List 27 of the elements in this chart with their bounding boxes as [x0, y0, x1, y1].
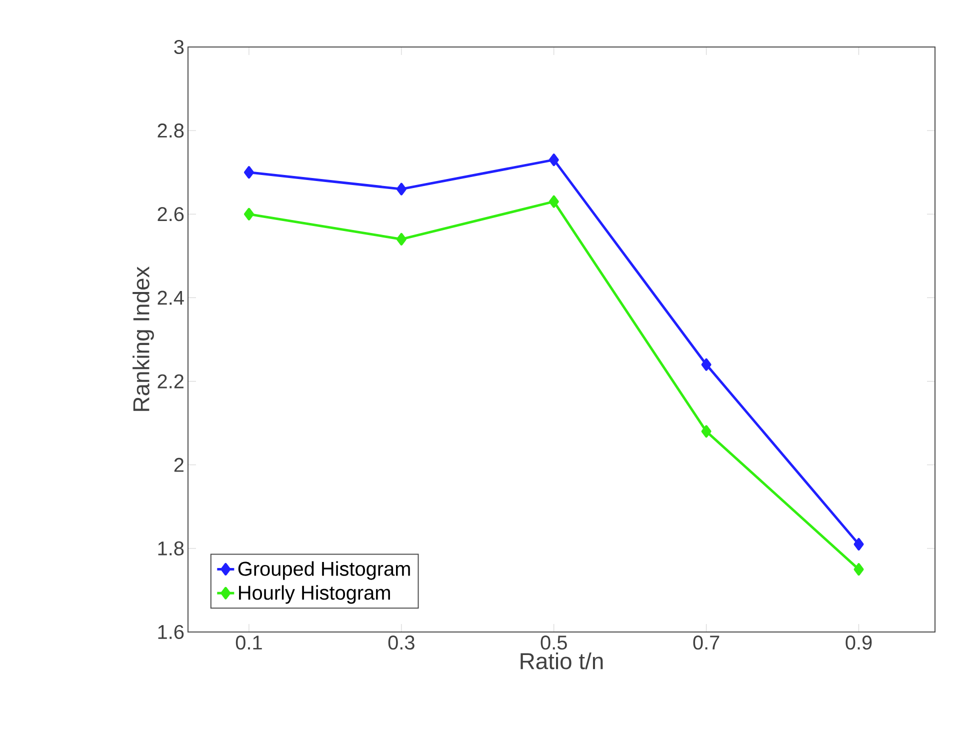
point — [396, 182, 406, 196]
point — [701, 358, 712, 371]
point — [701, 425, 712, 438]
x-tick-label: 0.3 — [388, 636, 414, 650]
point — [548, 154, 559, 166]
y-axis-title: Ranking Index — [132, 266, 154, 411]
point — [396, 232, 406, 246]
y-tick-label: 1.8 — [158, 541, 184, 556]
x-tick-label: 0.9 — [846, 636, 872, 650]
x-tick-label: 0.5 — [540, 636, 567, 650]
y-tick-label: 2.2 — [158, 374, 184, 388]
y-tick-label: 1.6 — [158, 624, 184, 640]
legend-label: Grouped Histogram — [238, 561, 410, 580]
y-tick-label: 3 — [174, 40, 184, 54]
point — [854, 563, 864, 576]
point — [244, 166, 254, 179]
y-tick-label: 2.4 — [158, 290, 184, 305]
y-tick-label: 2.6 — [158, 207, 184, 222]
point — [244, 208, 254, 220]
point — [548, 195, 559, 208]
point — [854, 538, 864, 550]
x-tick-label: 0.7 — [693, 636, 720, 650]
legend-label: Hourly Histogram — [239, 585, 390, 604]
x-axis-title: Ratio t/n — [520, 652, 603, 670]
y-tick-label: 2.8 — [158, 124, 184, 138]
x-tick-label: 0.1 — [236, 636, 262, 650]
y-tick-label: 2 — [174, 458, 184, 472]
